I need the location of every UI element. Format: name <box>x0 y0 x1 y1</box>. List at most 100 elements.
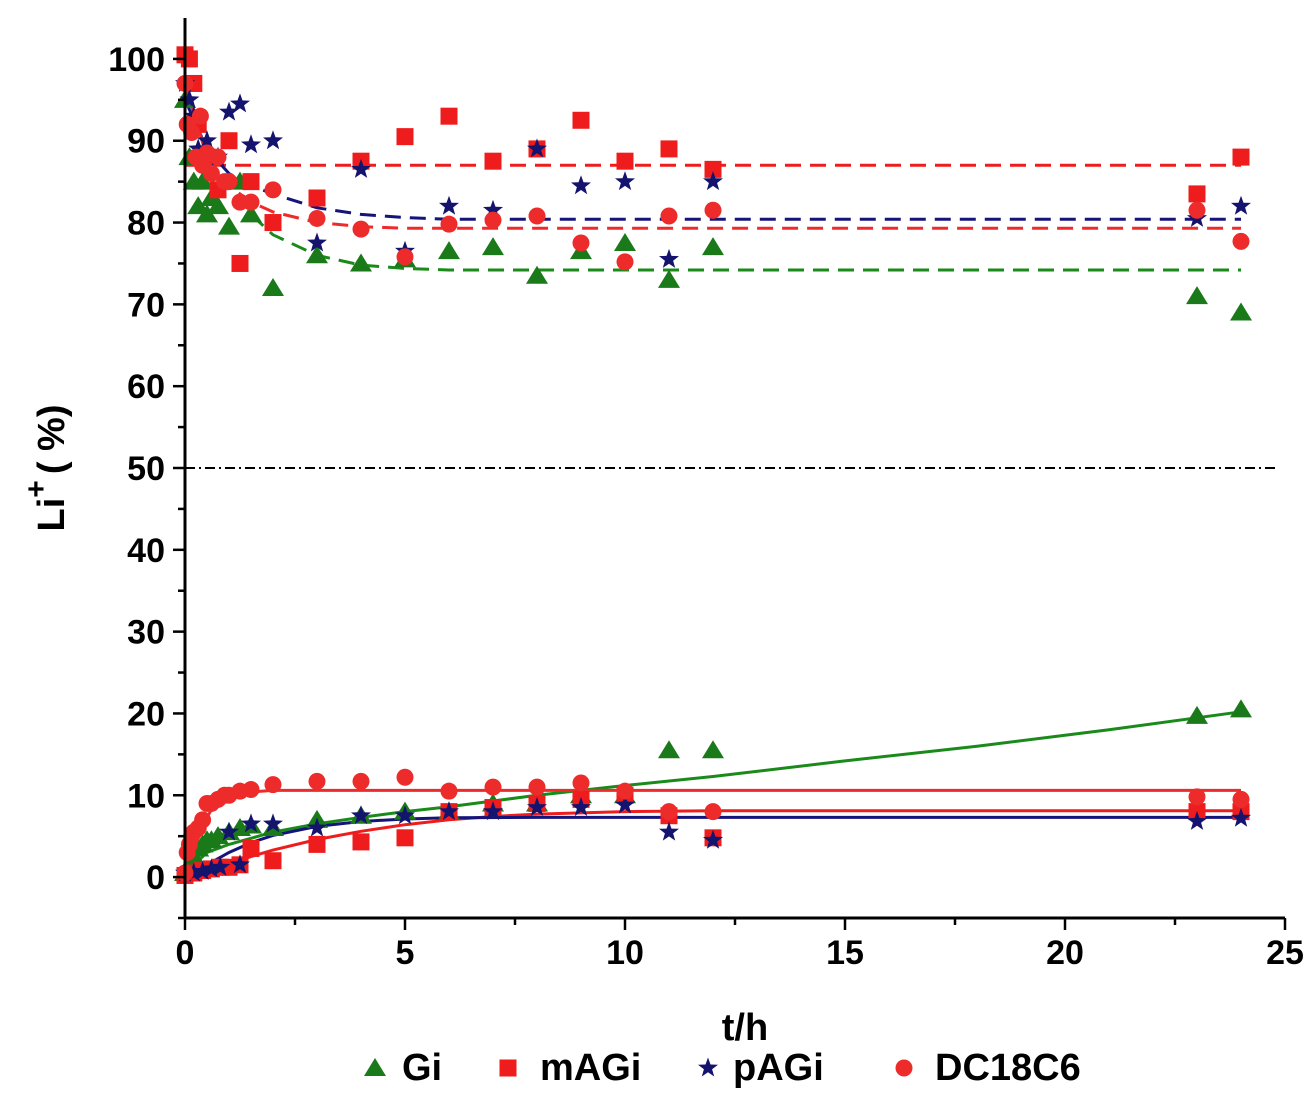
point-pAGi <box>201 858 222 878</box>
point-Gi <box>1230 302 1252 321</box>
x-tick-label: 5 <box>396 934 415 972</box>
legend-marker-pAGi <box>698 1057 718 1077</box>
point-pAGi <box>230 854 250 874</box>
point-DC18C6 <box>484 211 502 229</box>
point-mAGi <box>572 111 590 129</box>
point-DC18C6 <box>704 803 722 821</box>
point-pAGi <box>703 171 723 191</box>
y-axis-title-sup: + <box>20 480 53 498</box>
point-DC18C6 <box>352 772 370 790</box>
point-pAGi <box>615 171 635 191</box>
point-DC18C6 <box>183 124 201 142</box>
point-pAGi <box>659 248 679 268</box>
point-Gi <box>702 740 724 759</box>
point-DC18C6 <box>616 782 634 800</box>
point-DC18C6 <box>1232 790 1250 808</box>
point-DC18C6 <box>660 207 678 225</box>
point-mAGi <box>242 839 260 857</box>
y-axis-title-rest: ( %) <box>31 405 73 475</box>
point-DC18C6 <box>242 193 260 211</box>
point-mAGi <box>308 189 326 207</box>
point-pAGi <box>188 138 209 158</box>
point-pAGi <box>571 797 591 816</box>
point-pAGi <box>527 138 547 158</box>
x-tick-label: 10 <box>606 934 644 972</box>
point-mAGi <box>1232 148 1250 166</box>
point-pAGi <box>192 860 213 880</box>
point-DC18C6 <box>396 768 414 786</box>
legend-marker-DC18C6 <box>895 1059 913 1077</box>
y-tick-label: 40 <box>127 532 165 570</box>
legend-marker-mAGi <box>499 1059 517 1077</box>
point-pAGi <box>183 862 204 882</box>
point-DC18C6 <box>220 173 238 191</box>
point-Gi <box>614 233 636 251</box>
point-pAGi <box>395 805 415 825</box>
point-Gi <box>658 740 680 759</box>
point-pAGi <box>307 817 327 837</box>
point-mAGi <box>264 214 282 232</box>
fit-lower-Gi <box>183 710 1242 875</box>
point-Gi <box>207 196 229 215</box>
point-Gi <box>191 171 214 190</box>
y-tick-label: 80 <box>127 205 165 243</box>
point-Gi <box>240 204 262 223</box>
point-Gi <box>526 265 548 284</box>
point-mAGi <box>242 173 260 191</box>
x-tick-label: 20 <box>1046 934 1084 972</box>
point-pAGi <box>263 130 283 150</box>
x-tick-label: 25 <box>1266 934 1304 972</box>
y-tick-label: 10 <box>127 777 165 815</box>
svg-text:Li+( %): Li+ ( %) <box>20 405 73 532</box>
point-mAGi <box>484 152 502 170</box>
point-DC18C6 <box>194 811 212 829</box>
point-pAGi <box>230 93 250 113</box>
point-pAGi <box>241 134 261 154</box>
fit-lower-DC18C6 <box>183 788 1241 866</box>
point-DC18C6 <box>209 148 227 166</box>
point-pAGi <box>527 797 547 816</box>
y-tick-label: 60 <box>127 368 165 406</box>
point-pAGi <box>351 158 371 178</box>
point-Gi <box>1186 286 1208 305</box>
point-DC18C6 <box>704 201 722 219</box>
point-pAGi <box>219 101 239 121</box>
point-DC18C6 <box>660 803 678 821</box>
point-pAGi <box>197 130 217 150</box>
y-axis-title: Li+ ( %) <box>20 405 73 532</box>
point-pAGi <box>307 232 327 252</box>
point-pAGi <box>351 805 371 825</box>
point-DC18C6 <box>264 181 282 199</box>
y-tick-label: 20 <box>127 695 165 733</box>
point-pAGi <box>659 821 679 841</box>
legend-marker-Gi <box>364 1058 386 1076</box>
point-pAGi <box>210 856 231 876</box>
point-pAGi <box>1231 195 1251 215</box>
legend-label-DC18C6: DC18C6 <box>935 1047 1081 1089</box>
point-DC18C6 <box>352 220 370 238</box>
point-mAGi <box>396 128 414 146</box>
y-axis-title-main: Li <box>31 498 73 532</box>
point-Gi <box>196 204 218 223</box>
point-DC18C6 <box>572 774 590 792</box>
point-pAGi <box>483 199 503 219</box>
point-pAGi <box>571 175 591 195</box>
data-points-layer <box>174 46 1252 884</box>
point-Gi <box>350 253 372 272</box>
point-mAGi <box>660 140 678 158</box>
point-DC18C6 <box>308 209 326 227</box>
y-tick-label: 70 <box>127 286 165 324</box>
point-pAGi <box>1231 807 1251 827</box>
y-tick-label: 0 <box>146 859 165 897</box>
point-mAGi <box>352 833 370 851</box>
point-mAGi <box>1188 185 1206 203</box>
y-tick-label: 90 <box>127 123 165 161</box>
point-DC18C6 <box>528 207 546 225</box>
fit-upper-Gi <box>183 83 1241 272</box>
y-tick-label: 30 <box>127 614 165 652</box>
point-DC18C6 <box>440 782 458 800</box>
point-DC18C6 <box>202 164 220 182</box>
axes-layer <box>173 18 1287 930</box>
point-pAGi <box>703 829 723 849</box>
